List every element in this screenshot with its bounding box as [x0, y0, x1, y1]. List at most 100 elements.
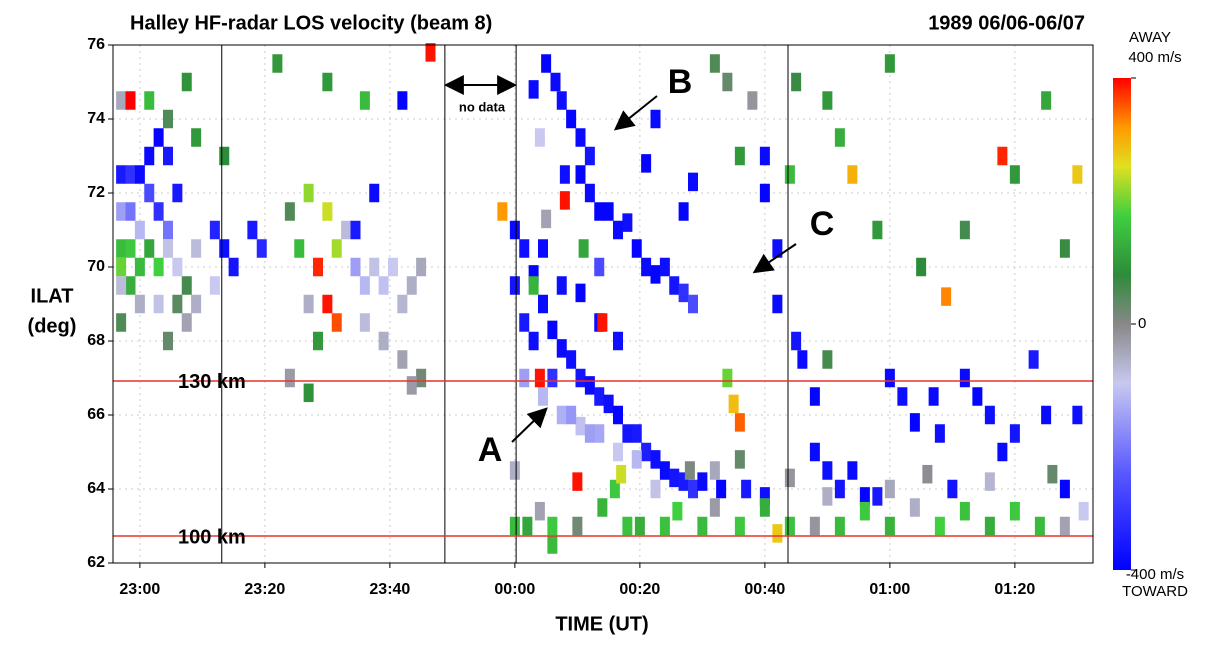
y-label: ILAT [31, 285, 74, 307]
cell [678, 472, 689, 491]
cell [594, 424, 605, 443]
chart-subtitle: 1989 06/06-06/07 [928, 12, 1085, 34]
chart-title: Halley HF-radar LOS velocity (beam 8) [130, 12, 492, 34]
cell [125, 165, 136, 184]
cell [116, 276, 127, 295]
x-tick-label: 23:00 [119, 581, 160, 598]
cell [734, 413, 745, 432]
cell [609, 479, 620, 499]
cell [541, 54, 552, 73]
plot-frame [112, 44, 1094, 564]
cell [641, 442, 652, 462]
cell [528, 331, 539, 351]
cell [697, 516, 708, 536]
cell [1041, 91, 1052, 110]
cell [1078, 501, 1089, 521]
cell [797, 350, 808, 369]
y-tick-label: 68 [87, 332, 105, 349]
cell [547, 516, 558, 536]
cell [369, 183, 380, 203]
cell [916, 257, 927, 277]
cell [144, 183, 155, 203]
x-tick-label: 01:20 [994, 581, 1035, 598]
cell [406, 376, 417, 395]
cell [331, 313, 342, 332]
cell [534, 368, 545, 388]
cell [144, 91, 155, 110]
cell [272, 54, 283, 73]
cell [256, 239, 267, 258]
cell [847, 165, 858, 184]
cell [959, 220, 970, 240]
cell [584, 424, 595, 443]
cell [722, 72, 733, 92]
cell [594, 257, 605, 277]
cell [759, 498, 770, 517]
cell [575, 368, 586, 388]
cell [556, 91, 567, 110]
cell [631, 450, 642, 469]
cell [566, 350, 577, 369]
cell [1028, 350, 1039, 369]
cell [378, 331, 389, 351]
y-tick-label: 70 [87, 258, 105, 275]
cell [759, 487, 770, 506]
cell [669, 468, 680, 488]
cell [116, 239, 127, 258]
cell [716, 479, 727, 499]
cell [116, 165, 127, 184]
cell [556, 339, 567, 358]
cell [350, 257, 361, 277]
cell [547, 368, 558, 388]
cell [134, 165, 145, 184]
cell [397, 350, 408, 369]
cell [1034, 516, 1045, 536]
cell [613, 442, 623, 462]
cell [559, 165, 570, 184]
cell [959, 501, 970, 521]
annotation: A [478, 431, 503, 469]
cell [181, 72, 192, 92]
cell [650, 450, 661, 469]
cell [172, 183, 183, 203]
cell [556, 405, 567, 425]
cell [984, 516, 995, 536]
colorbar-bottom: TOWARD [1122, 583, 1188, 600]
cell [547, 320, 558, 340]
cell [622, 213, 633, 232]
cell [247, 220, 258, 240]
cell [822, 487, 833, 506]
cell [594, 202, 605, 221]
x-label: TIME (UT) [555, 613, 648, 635]
cell [1072, 405, 1083, 425]
annotation: C [810, 205, 835, 243]
cell [397, 294, 408, 314]
cell [522, 516, 533, 536]
cell [688, 479, 698, 499]
cell [519, 239, 530, 258]
cell [322, 202, 333, 221]
cell [331, 239, 342, 258]
cell [622, 516, 633, 536]
x-tick-label: 23:20 [244, 581, 285, 598]
cell [163, 220, 173, 240]
cell [172, 257, 183, 277]
cell [622, 424, 633, 443]
cell [519, 313, 530, 332]
cell [934, 516, 945, 536]
cell [1059, 239, 1070, 258]
cell [528, 80, 539, 99]
cell [688, 294, 698, 314]
cell [125, 91, 136, 110]
cell [669, 276, 680, 295]
cell [378, 276, 389, 295]
cell [416, 257, 427, 277]
cell [541, 209, 552, 229]
cell [509, 276, 520, 295]
cell [934, 424, 945, 443]
cell [497, 202, 508, 221]
cell [603, 202, 614, 221]
cell [228, 257, 239, 277]
cell [153, 128, 164, 147]
